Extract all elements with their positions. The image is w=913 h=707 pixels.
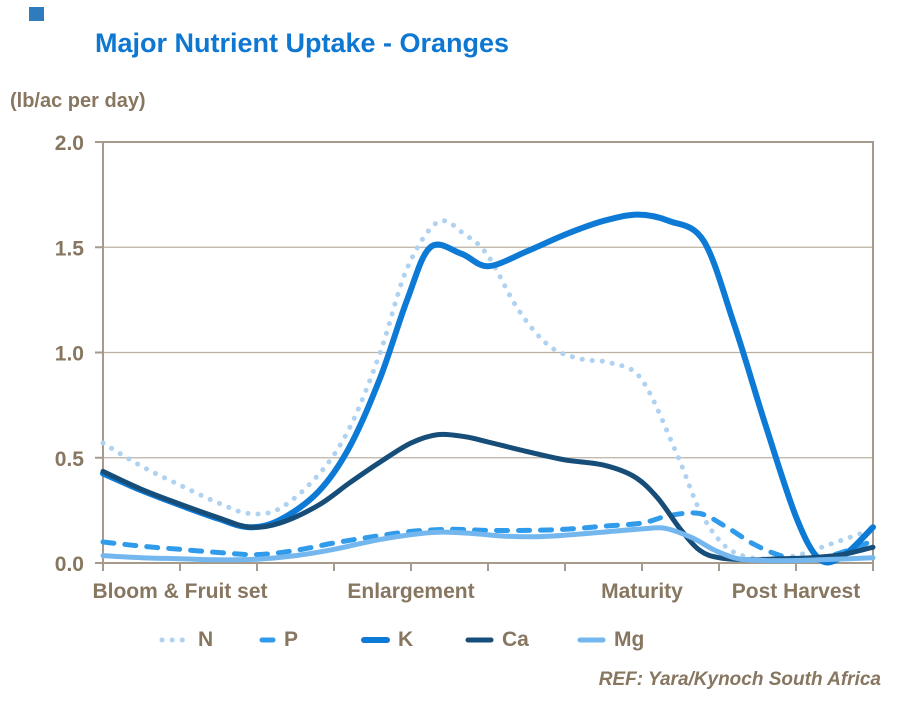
legend-sample-mg [577,637,606,643]
series-line-p [100,510,876,562]
legend-item-n: N [158,624,213,656]
y-tick-label: 1.0 [55,343,84,366]
legend-sample-n [159,637,190,643]
legend-item-p: P [258,624,298,656]
y-tick-label: 1.5 [55,237,85,260]
chart-title: Major Nutrient Uptake - Oranges [95,28,510,58]
y-axis-unit-label: (lb/ac per day) [10,90,146,112]
legend-label-n: N [198,628,214,651]
legend-item-ca: Ca [464,624,529,656]
chart-legend: N P K Ca Mg [0,624,913,656]
x-category-label: Bloom & Fruit set [92,580,267,603]
y-tick-label: 2.0 [55,132,84,155]
reference-note: REF: Yara/Kynoch South Africa [598,669,881,690]
series-line-n [100,218,876,562]
x-category-label: Enlargement [347,580,474,603]
series-line-ca [100,431,876,563]
x-category-label: Maturity [601,580,683,603]
legend-label-ca: Ca [502,628,529,651]
legend-sample-p [259,637,276,643]
legend-label-k: K [398,628,414,651]
slide-accent-square [29,7,44,21]
series-line-mg [100,525,876,564]
legend-sample-ca [465,637,494,643]
legend-item-k: K [360,624,413,656]
legend-item-mg: Mg [576,624,644,656]
y-tick-label: 0.5 [55,448,85,471]
legend-label-p: P [284,628,299,651]
legend-label-mg: Mg [614,628,645,651]
y-tick-label: 0.0 [55,553,84,576]
legend-sample-k [361,637,390,643]
series-line-k [100,211,876,566]
x-category-label: Post Harvest [732,580,860,603]
